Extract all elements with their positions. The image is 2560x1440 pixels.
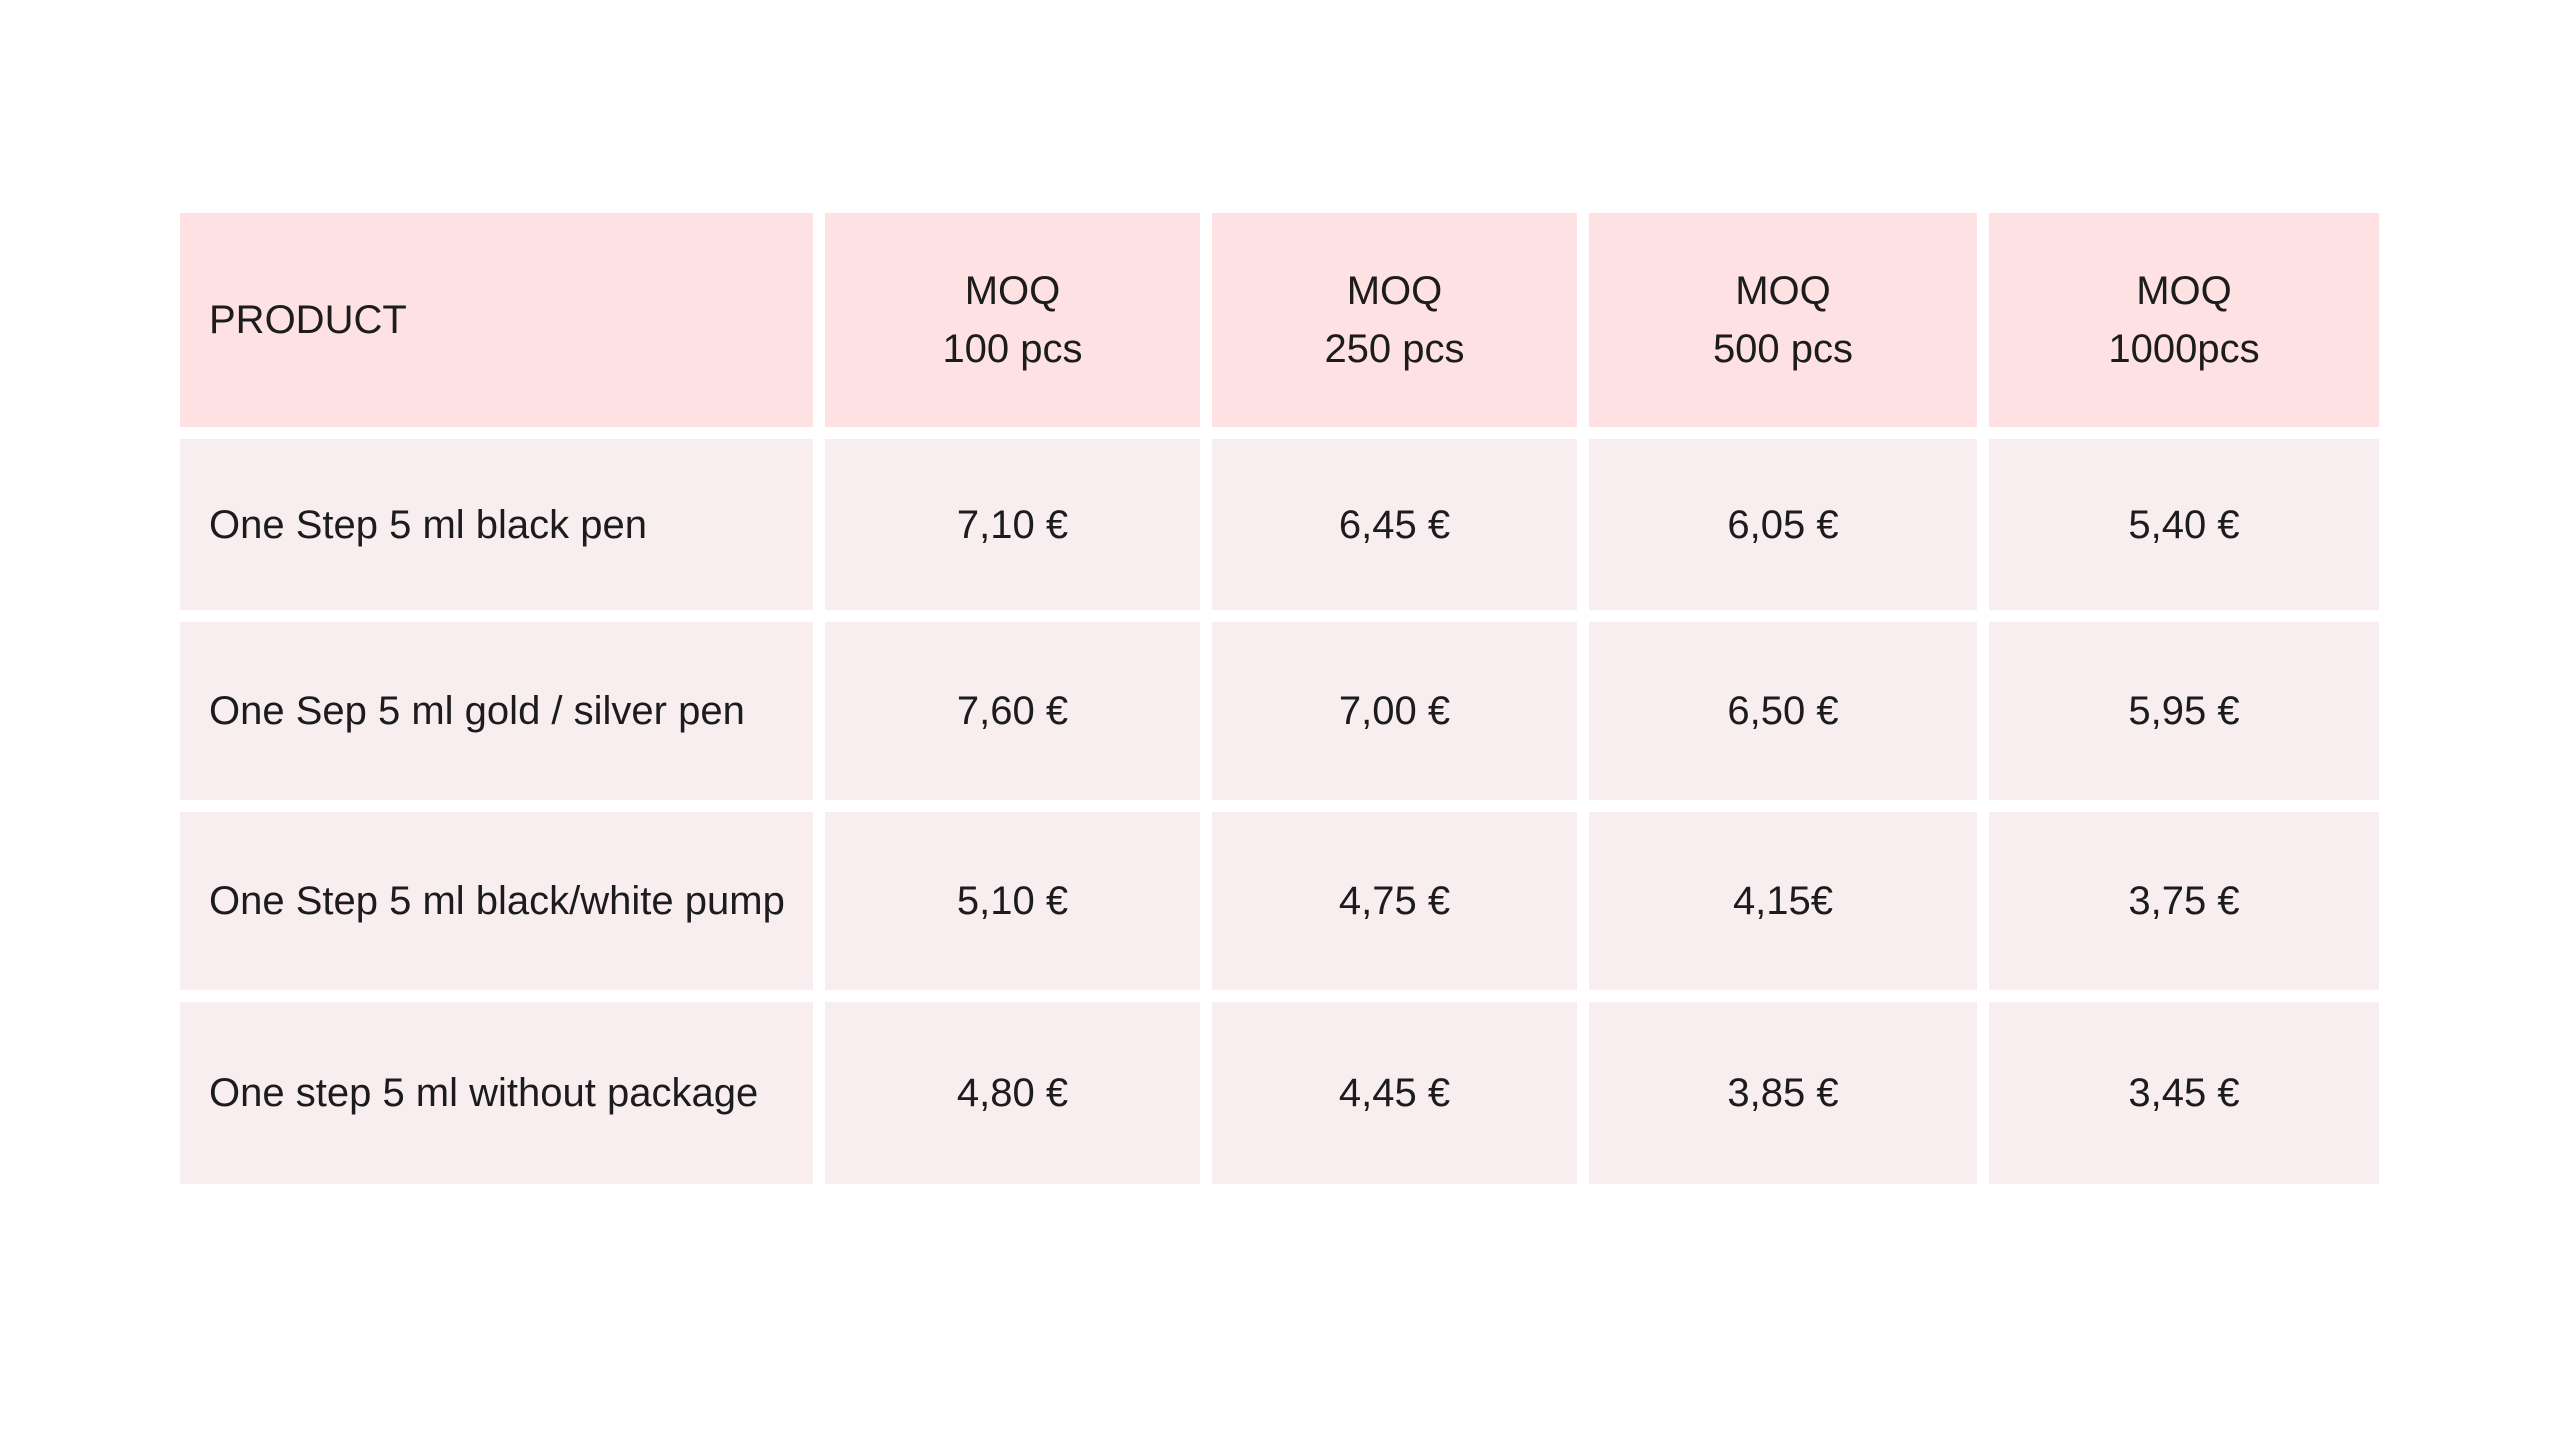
price-cell: 7,60 € [825,622,1200,800]
price-cell: 4,15€ [1589,812,1977,990]
price-cell: 5,40 € [1989,439,2379,610]
header-line: 100 pcs [942,327,1083,371]
price-cell: 4,80 € [825,1002,1200,1184]
header-line: MOQ [1346,269,1443,313]
product-name-cell: One step 5 ml without package [180,1002,813,1184]
product-name-cell: One Sep 5 ml gold / silver pen [180,622,813,800]
header-label: MOQ 250 pcs [1324,262,1464,378]
price-cell: 5,95 € [1989,622,2379,800]
header-line: 500 pcs [1712,327,1854,371]
price-table: PRODUCT MOQ 100 pcs MOQ 250 pcs MOQ 500 pcs MOQ… [180,213,2379,1184]
header-moq: MOQ 250 pcs [1212,213,1577,427]
header-moq: MOQ 1000pcs [1989,213,2379,427]
price-cell: 6,05 € [1589,439,1977,610]
header-line: MOQ [1735,269,1831,313]
header-line: MOQ [2136,269,2232,313]
price-cell: 6,45 € [1212,439,1577,610]
price-cell: 3,45 € [1989,1002,2379,1184]
header-label: MOQ 100 pcs [942,262,1082,378]
price-cell: 4,45 € [1212,1002,1577,1184]
price-cell: 4,75 € [1212,812,1577,990]
product-name-cell: One Step 5 ml black/white pump [180,812,813,990]
product-name-cell: One Step 5 ml black pen [180,439,813,610]
header-moq: MOQ 500 pcs [1589,213,1977,427]
price-cell: 3,85 € [1589,1002,1977,1184]
header-line: 1000pcs [2108,327,2260,371]
header-moq: MOQ 100 pcs [825,213,1200,427]
header-product: PRODUCT [180,213,813,427]
header-line: PRODUCT [209,298,407,342]
header-line: 250 pcs [1324,327,1465,371]
price-cell: 5,10 € [825,812,1200,990]
price-cell: 7,10 € [825,439,1200,610]
header-label: PRODUCT [209,291,407,349]
header-label: MOQ 1000pcs [2108,262,2259,378]
price-cell: 6,50 € [1589,622,1977,800]
price-cell: 7,00 € [1212,622,1577,800]
header-label: MOQ 500 pcs [1713,262,1853,378]
price-cell: 3,75 € [1989,812,2379,990]
header-line: MOQ [964,269,1061,313]
